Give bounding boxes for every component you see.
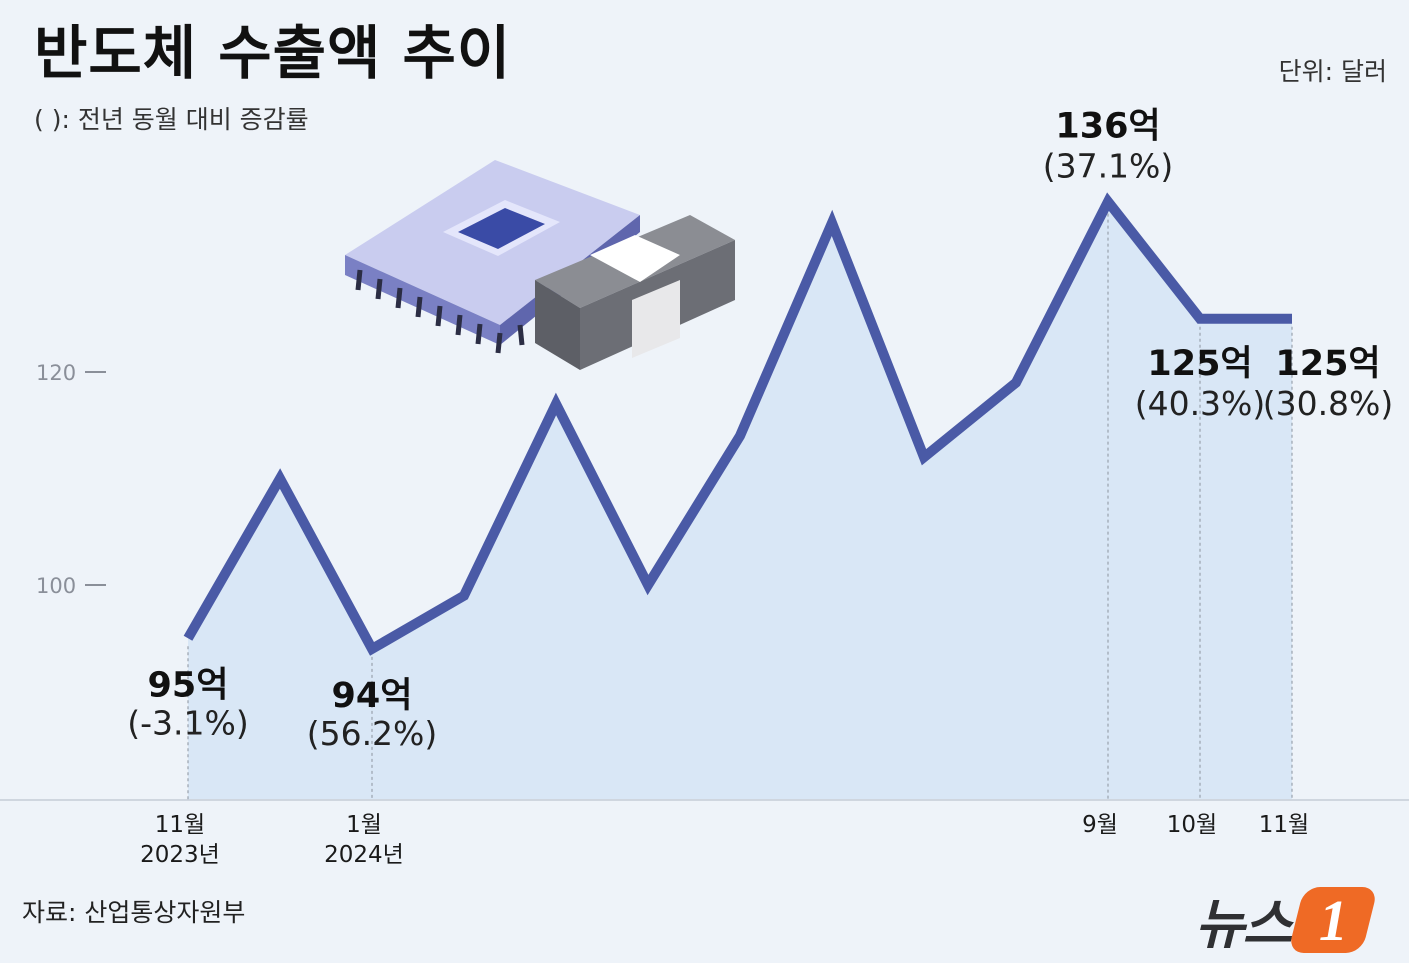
x-tick-labels: 11월 2023년 1월 2024년 9월 10월 11월 bbox=[140, 812, 1309, 868]
data-annotations: 95억(-3.1%) 94억(56.2%) 136억(37.1%) 125억(40.3… bbox=[127, 107, 1393, 753]
guide-lines bbox=[187, 201, 1293, 800]
data-label-value: 125억 bbox=[1147, 344, 1252, 384]
logo-badge-number: 1 bbox=[1318, 887, 1348, 952]
logo-badge-icon: 1 bbox=[1288, 886, 1379, 953]
y-tick-label: 120 bbox=[36, 361, 76, 385]
money-stack-illustration bbox=[535, 215, 735, 370]
data-label-change: (40.3%) bbox=[1135, 384, 1266, 423]
x-tick-label: 11월 bbox=[155, 812, 205, 838]
data-label-value: 94억 bbox=[332, 676, 413, 716]
x-tick-label: 2023년 bbox=[140, 842, 220, 868]
data-label-change: (30.8%) bbox=[1263, 384, 1394, 423]
logo-text: 뉴스 bbox=[1195, 893, 1292, 956]
x-tick-label: 2024년 bbox=[324, 842, 404, 868]
x-tick-label: 11월 bbox=[1259, 812, 1309, 838]
x-tick-label: 10월 bbox=[1167, 812, 1217, 838]
data-label-value: 125억 bbox=[1275, 344, 1380, 384]
area-fill bbox=[188, 201, 1292, 801]
x-tick-label: 9월 bbox=[1082, 812, 1118, 838]
data-label-value: 136억 bbox=[1055, 107, 1160, 147]
y-axis: 100 120 bbox=[36, 361, 106, 598]
data-label-change: (-3.1%) bbox=[127, 703, 249, 742]
x-tick-label: 1월 bbox=[346, 812, 382, 838]
data-label-value: 95억 bbox=[148, 665, 229, 705]
news1-logo: 뉴스 1 bbox=[1195, 880, 1379, 959]
series-line bbox=[183, 192, 1292, 656]
y-tick-label: 100 bbox=[36, 574, 76, 598]
data-label-change: (37.1%) bbox=[1043, 147, 1174, 186]
unit-label: 단위: 달러 bbox=[1278, 57, 1387, 86]
chart-title: 반도체 수출액 추이 bbox=[34, 19, 512, 87]
source-label: 자료: 산업통상자원부 bbox=[22, 898, 246, 927]
chart-subtitle: ( ): 전년 동월 대비 증감률 bbox=[34, 105, 309, 134]
data-label-change: (56.2%) bbox=[307, 714, 438, 753]
